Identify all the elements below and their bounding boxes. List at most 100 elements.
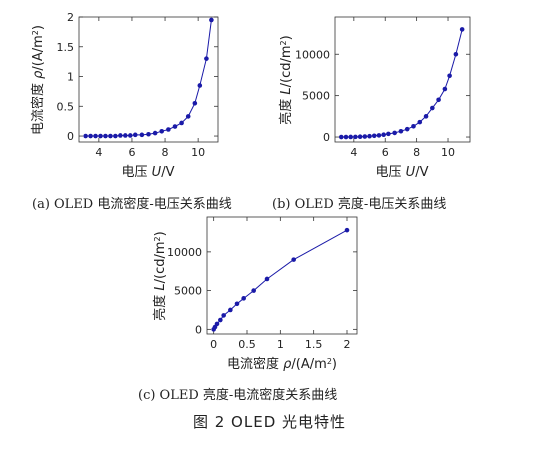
data-point <box>209 17 214 23</box>
data-point <box>83 133 88 139</box>
y-axis-label: 电流密度 ρ/(A/m2) <box>30 25 46 135</box>
data-point <box>139 132 145 138</box>
data-point <box>123 133 128 138</box>
data-point <box>118 133 123 138</box>
data-point <box>228 307 233 313</box>
data-point <box>127 133 133 138</box>
data-point <box>392 130 397 136</box>
data-point <box>103 133 108 139</box>
y-tick-label: 0 <box>195 323 202 336</box>
data-point <box>367 133 372 139</box>
chart-b: 4 6 8 10 0 5000 10000 电压 U/V 亮度 L/(cd/m2) <box>278 16 471 180</box>
y-axis-label: 亮度 L/(cd/m2) <box>152 231 168 320</box>
x-tick-label: 0 <box>210 338 217 351</box>
y-tick-label: 0 <box>67 130 74 143</box>
x-tick-label: 2 <box>344 338 351 351</box>
x-tick-label: 4 <box>350 146 357 159</box>
data-point <box>113 133 118 139</box>
x-tick-label: 8 <box>413 146 420 159</box>
data-point <box>221 313 226 318</box>
x-tick-label: 4 <box>95 146 102 159</box>
data-point <box>218 317 223 323</box>
x-tick-label: 0.5 <box>238 338 256 351</box>
data-point <box>442 86 448 92</box>
data-point <box>264 276 270 282</box>
data-point <box>423 114 429 119</box>
data-point <box>132 132 138 138</box>
x-axis-label: 电压 U/V <box>376 165 429 180</box>
data-point <box>417 119 423 125</box>
data-point <box>404 126 410 132</box>
data-point <box>348 134 353 140</box>
x-axis-label: 电压 U/V <box>122 165 175 180</box>
data-point <box>146 131 151 137</box>
y-axis-label: 亮度 L/(cd/m2) <box>278 35 294 124</box>
data-point <box>353 134 358 140</box>
data-point <box>214 321 220 327</box>
x-tick-label: 10 <box>191 146 205 159</box>
series-line <box>213 229 348 330</box>
y-tick-label: 10000 <box>167 246 202 259</box>
plot-frame <box>78 16 219 143</box>
data-point <box>386 131 391 137</box>
data-point <box>185 114 191 119</box>
x-tick-label: 1.5 <box>305 338 323 351</box>
chart-c: 0 0.5 1 1.5 2 0 5000 10000 电流密度 ρ/(A/m2) 亮度 L/(cd… <box>152 216 358 372</box>
x-tick-label: 1 <box>277 338 284 351</box>
data-point <box>453 51 459 57</box>
data-point <box>357 134 363 140</box>
data-point <box>338 134 344 140</box>
data-point <box>172 124 178 129</box>
y-tick-label: 0.5 <box>57 100 75 113</box>
data-point <box>88 133 93 139</box>
figure-title: 图 2 OLED 光电特性 <box>192 413 347 431</box>
data-point <box>343 134 349 140</box>
data-point <box>166 127 171 132</box>
caption-b: (b) OLED 亮度-电压关系曲线 <box>272 197 447 212</box>
data-point <box>381 132 386 138</box>
data-point <box>93 133 98 139</box>
data-point <box>398 128 404 134</box>
data-point <box>371 133 377 139</box>
data-point <box>241 296 246 301</box>
series-line <box>341 29 463 138</box>
data-point <box>204 56 209 61</box>
plot-frame <box>334 16 471 143</box>
x-tick-label: 10 <box>441 146 455 159</box>
series-line <box>85 19 212 137</box>
y-tick-label: 0 <box>323 131 330 144</box>
x-tick-label: 6 <box>128 146 135 159</box>
data-point <box>291 257 296 262</box>
y-tick-label: 1.5 <box>57 41 75 54</box>
data-point <box>436 97 441 103</box>
data-point <box>98 133 103 139</box>
data-point <box>234 301 240 307</box>
data-point <box>152 130 158 136</box>
caption-a: (a) OLED 电流密度-电压关系曲线 <box>32 197 232 212</box>
data-point <box>411 123 416 129</box>
data-point <box>376 133 382 138</box>
data-point <box>197 83 203 88</box>
data-point <box>179 120 184 126</box>
y-tick-label: 2 <box>67 11 74 24</box>
data-point <box>430 105 435 111</box>
data-point <box>159 128 165 134</box>
x-tick-label: 8 <box>162 146 169 159</box>
data-point <box>362 134 368 139</box>
x-tick-label: 6 <box>382 146 389 159</box>
data-point <box>459 27 465 32</box>
y-tick-label: 10000 <box>295 48 330 61</box>
y-tick-label: 5000 <box>302 90 330 103</box>
data-point <box>344 227 350 233</box>
x-axis-label: 电流密度 ρ/(A/m2) <box>227 356 337 372</box>
data-point <box>447 73 452 79</box>
plot-frame <box>206 216 358 335</box>
chart-a: 4 6 8 10 0 0.5 1 1.5 2 电压 U/V 电流密度 ρ/(A/m2) <box>30 11 219 180</box>
data-point <box>192 101 198 106</box>
caption-c: (c) OLED 亮度-电流密度关系曲线 <box>138 388 338 403</box>
y-tick-label: 5000 <box>174 285 202 298</box>
data-point <box>251 288 256 293</box>
y-tick-label: 1 <box>67 71 74 84</box>
